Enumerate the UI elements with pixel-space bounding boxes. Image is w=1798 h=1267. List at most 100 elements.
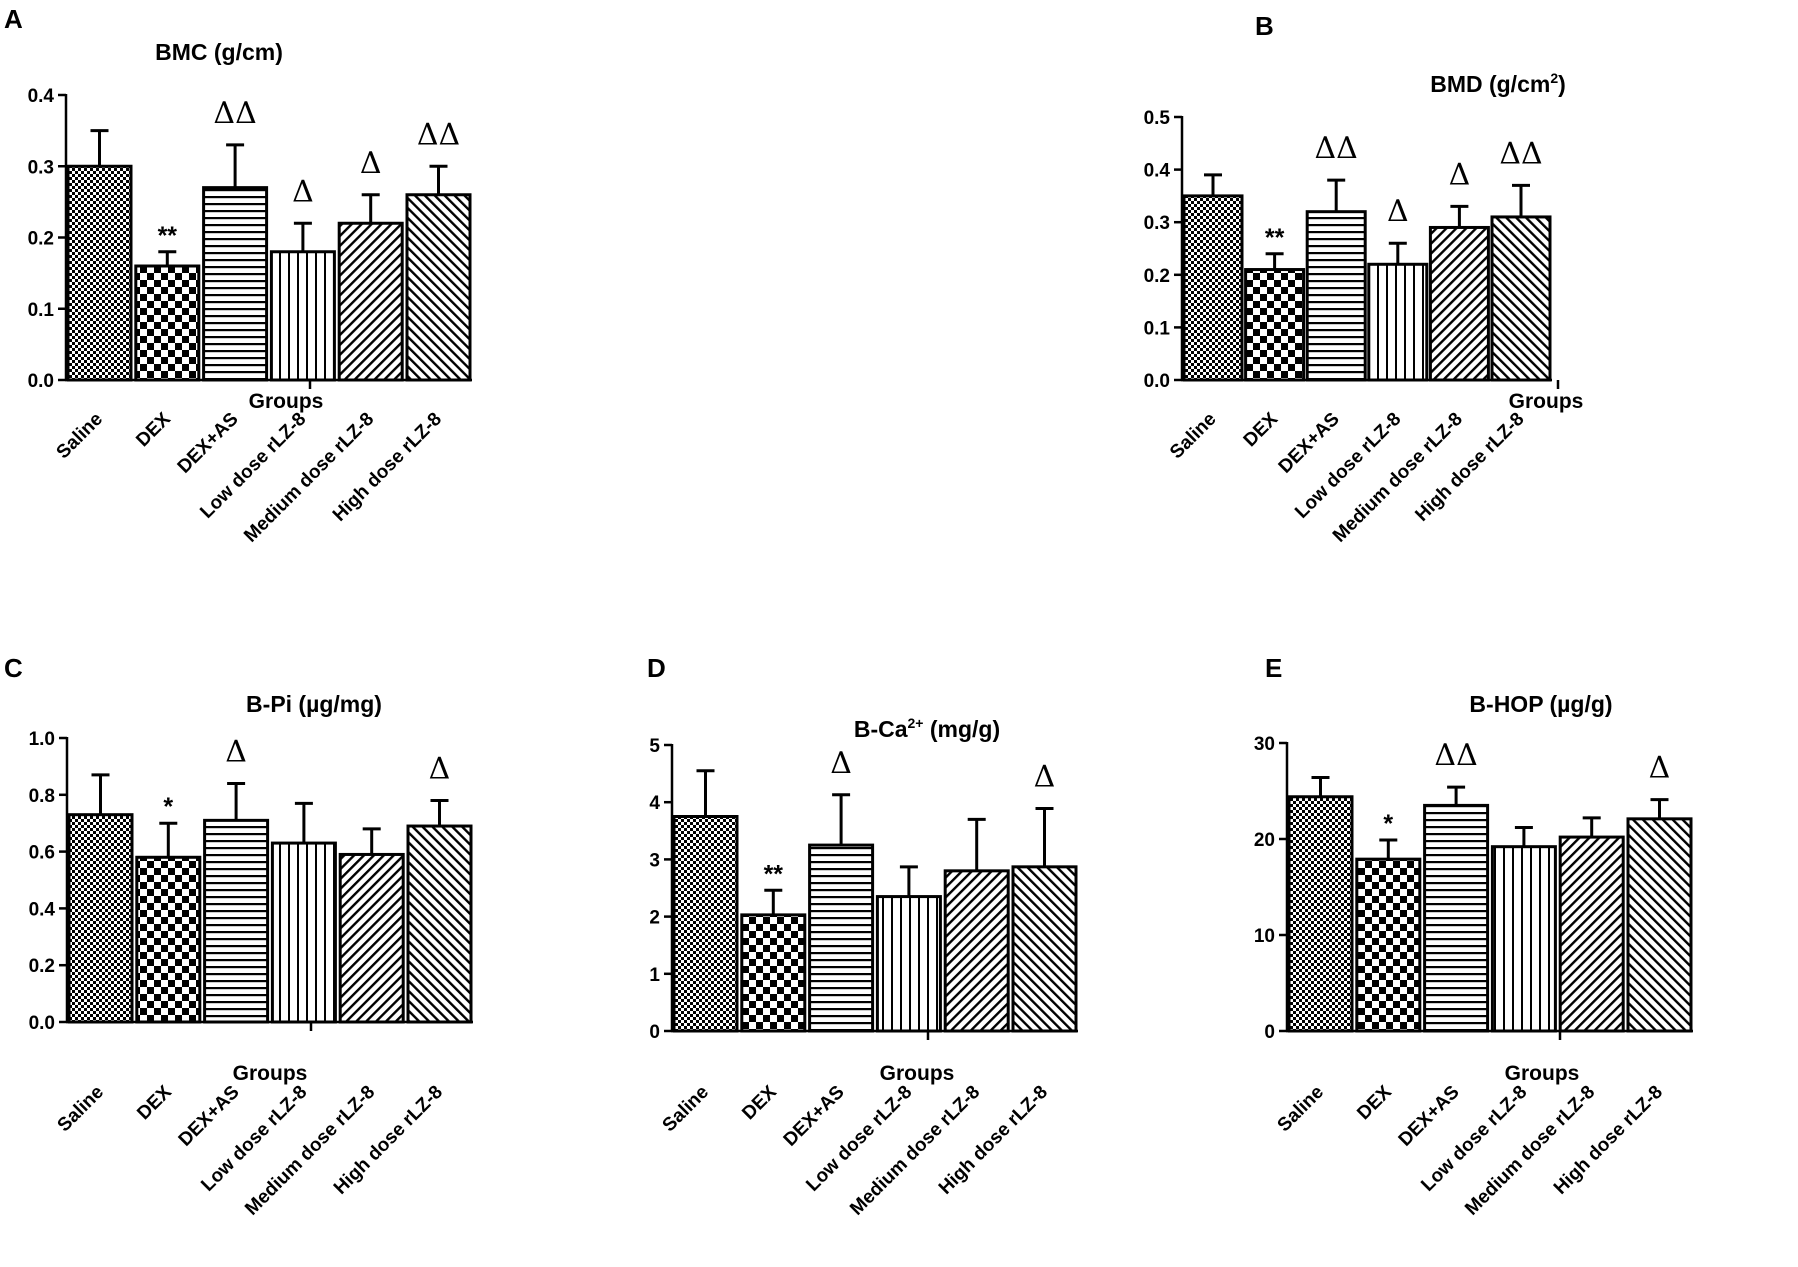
bar-c-medium-dose [338,852,405,1024]
significance-c-high-dose: Δ [429,751,451,786]
y-tick-label-d-3: 3 [649,850,660,871]
plot-area-b: 0.00.10.20.30.40.5Saline**DEXΔΔDEX+ASΔLo… [1144,108,1560,547]
category-label-e-dex-as: DEX+AS [1395,1082,1464,1151]
x-axis-label-d: Groups [880,1062,955,1085]
bar-e-low-dose [1490,845,1557,1033]
y-tick-label-d-1: 1 [649,965,660,986]
category-label-c-saline: Saline [54,1082,108,1136]
chart-title-a: BMC (g/cm) [155,39,283,65]
y-tick-label-c-5: 1.0 [29,729,55,750]
significance-c-dex: * [163,793,173,821]
bar-d-saline [672,815,739,1033]
bar-e-dex-as [1423,803,1490,1033]
bar-b-dex-as [1305,210,1367,382]
category-label-d-saline: Saline [659,1082,713,1136]
significance-d-high-dose: Δ [1034,759,1056,794]
significance-e-dex-as: ΔΔ [1434,738,1477,773]
bar-c-low-dose [270,841,337,1024]
significance-e-dex: * [1383,810,1393,838]
category-label-b-low-dose: Low dose rLZ-8 [1291,409,1405,523]
y-tick-label-d-4: 4 [649,793,660,814]
panel-letter-b: B [1255,11,1274,41]
chart-panel-e: B-HOP (µg/g) 0102030Saline*DEXΔΔDEX+ASLo… [1254,691,1693,1220]
bar-d-high-dose [1011,865,1078,1033]
panel-letter-a: A [4,4,23,34]
bar-a-high-dose [405,193,472,382]
y-tick-label-d-5: 5 [649,736,660,757]
bar-a-dex [134,264,201,382]
y-tick-label-c-2: 0.4 [29,899,56,920]
significance-b-high-dose: ΔΔ [1499,136,1542,171]
bar-d-low-dose [875,895,942,1033]
panel-letter-c: C [4,653,23,683]
significance-b-medium-dose: Δ [1449,157,1471,192]
category-label-d-dex-as: DEX+AS [780,1082,849,1151]
x-axis-label-e: Groups [1505,1062,1580,1085]
y-tick-label-d-2: 2 [649,908,660,929]
chart-panel-b: BMD (g/cm2) 0.0 0.1 0.2 0.3 0.4 0.5 Saline ** DE… [1144,70,1584,547]
panel-letter-e: E [1265,653,1282,683]
significance-a-medium-dose: Δ [360,146,382,181]
significance-a-dex-as: ΔΔ [213,96,256,131]
panel-letter-d: D [647,653,666,683]
y-tick-label-d-0: 0 [649,1022,660,1043]
y-tick-label-a-4: 0.4 [28,86,55,107]
chart-panel-d: B-Ca2+ (mg/g) 012345Saline**DEXΔDEX+ASLo… [649,715,1078,1220]
y-tick-label-c-1: 0.2 [29,956,55,977]
y-tick-label-b-5: 0.5 [1144,108,1171,129]
y-tick-label-a-0: 0.0 [28,371,54,392]
bar-d-medium-dose [943,869,1010,1033]
y-tick-label-b-2: 0.2 [1144,266,1170,287]
bar-c-dex-as [203,818,270,1024]
category-label-a-dex: DEX [132,408,175,451]
significance-a-low-dose: Δ [292,174,314,209]
y-tick-label-b-0: 0.0 [1144,371,1170,392]
category-label-a-medium-dose: Medium dose rLZ-8 [240,409,378,547]
y-tick-label-c-0: 0.0 [29,1013,55,1034]
bar-d-dex-as [808,843,875,1033]
bar-b-low-dose [1367,262,1429,382]
chart-panel-c: B-Pi (µg/mg) 0.0 0.2 0.4 0.6 0.8 1.0 Saline * DE… [29,691,473,1220]
significance-a-dex: ** [158,222,178,250]
bar-a-low-dose [269,250,336,382]
category-label-d-medium-dose: Medium dose rLZ-8 [846,1082,984,1220]
y-tick-label-b-4: 0.4 [1144,161,1171,182]
category-label-c-medium-dose: Medium dose rLZ-8 [241,1082,379,1220]
y-tick-label-a-3: 0.3 [28,157,54,178]
bar-e-medium-dose [1558,835,1625,1033]
category-label-c-dex-as: DEX+AS [175,1082,244,1151]
significance-d-dex: ** [764,860,784,888]
significance-e-high-dose: Δ [1649,751,1671,786]
bar-d-dex [740,913,807,1033]
bar-b-dex [1244,268,1306,382]
y-tick-label-e-3: 30 [1254,734,1275,755]
y-tick-label-e-2: 20 [1254,830,1275,851]
category-label-e-medium-dose: Medium dose rLZ-8 [1461,1082,1599,1220]
bar-b-high-dose [1490,215,1552,382]
y-tick-label-a-2: 0.2 [28,229,54,250]
significance-a-high-dose: ΔΔ [417,117,460,152]
category-label-a-dex-as: DEX+AS [174,409,243,478]
x-axis-label-b: Groups [1509,390,1584,413]
category-label-c-dex: DEX [133,1081,176,1124]
y-tick-label-b-1: 0.1 [1144,318,1171,339]
category-label-e-dex: DEX [1353,1081,1396,1124]
bar-b-saline [1182,194,1244,382]
bar-e-dex [1355,857,1422,1033]
y-tick-label-b-3: 0.3 [1144,213,1170,234]
bar-e-saline [1287,795,1354,1033]
bar-c-high-dose [406,824,473,1024]
chart-title-b: BMD (g/cm2) [1430,70,1566,97]
category-label-d-dex: DEX [738,1081,781,1124]
chart-panel-a: BMC (g/cm) 0.00.10.20.30.4Saline**DEXΔΔD… [28,39,472,547]
significance-d-dex-as: Δ [830,746,852,781]
y-tick-label-e-1: 10 [1254,926,1275,947]
category-label-b-saline: Saline [1166,409,1220,463]
category-label-a-saline: Saline [53,409,107,463]
significance-b-dex-as: ΔΔ [1315,131,1358,166]
